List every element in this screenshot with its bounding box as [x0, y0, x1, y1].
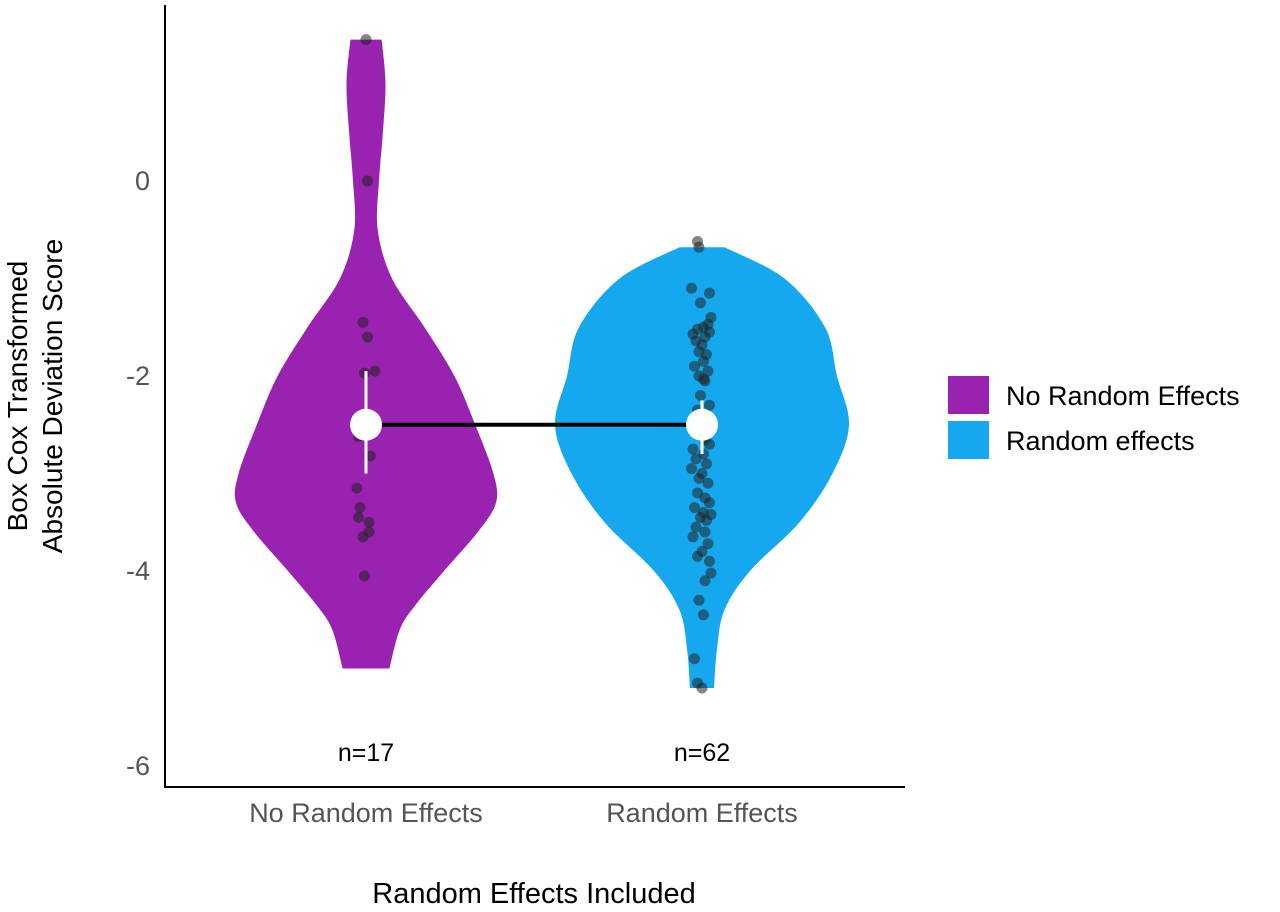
data-point [692, 550, 703, 562]
data-point [689, 653, 700, 665]
data-point [704, 497, 715, 509]
n-label-random: n=62 [674, 739, 730, 767]
n-label-no-random: n=17 [338, 739, 394, 767]
y-axis-title-line-1: Box Cox Transformed [2, 261, 33, 532]
data-point [693, 594, 705, 606]
data-point [689, 502, 700, 514]
legend-label-random: Random effects [1006, 426, 1195, 456]
data-point [699, 526, 711, 538]
x-axis-title: Random Effects Included [372, 878, 696, 910]
data-point [357, 316, 369, 328]
y-tick-label: -6 [126, 751, 150, 781]
x-tick-label-random: Random Effects [606, 798, 798, 828]
data-point [702, 477, 714, 489]
y-tick-labels: 0 -2 -4 -6 [126, 166, 150, 781]
violin-no-random-effects [234, 39, 498, 669]
data-point [705, 567, 717, 579]
legend-label-no-random: No Random Effects [1006, 381, 1240, 411]
means-layer [350, 371, 718, 474]
data-point [357, 531, 369, 543]
data-point [363, 516, 375, 528]
y-tick-label: -2 [126, 361, 150, 391]
legend-swatch-no-random [948, 376, 989, 414]
data-point [690, 453, 702, 465]
data-point [699, 575, 711, 587]
x-tick-label-no-random: No Random Effects [249, 798, 483, 828]
data-point [698, 355, 709, 367]
data-point [690, 521, 702, 533]
legend: No Random Effects Random effects [948, 376, 1240, 459]
data-point [704, 438, 715, 450]
data-point [369, 365, 381, 377]
data-point [701, 458, 712, 470]
data-point [689, 360, 700, 372]
data-point [695, 390, 706, 401]
data-point [686, 463, 697, 475]
data-point [698, 609, 709, 621]
y-axis-title-line-2: Absolute Deviation Score [37, 239, 68, 553]
data-point [365, 450, 376, 462]
data-point [693, 472, 705, 484]
data-point [701, 514, 712, 526]
data-point [362, 331, 373, 343]
data-point [693, 241, 705, 253]
legend-swatch-random [948, 421, 989, 459]
y-tick-label: -4 [126, 556, 150, 586]
data-point [696, 682, 708, 694]
data-point [351, 482, 363, 494]
data-point [704, 399, 715, 411]
data-point [359, 570, 370, 582]
data-point [362, 175, 373, 187]
violin-random-effects [554, 247, 850, 689]
data-point [704, 555, 715, 567]
y-tick-label: 0 [135, 166, 150, 196]
data-point [353, 511, 364, 523]
data-point [687, 443, 699, 455]
data-point [687, 531, 699, 543]
data-point [686, 282, 697, 294]
data-point [695, 297, 706, 309]
data-point [702, 538, 714, 550]
mean-marker [350, 408, 382, 441]
data-point [704, 287, 715, 299]
data-point [699, 375, 711, 387]
data-point [360, 34, 372, 46]
violins-layer [234, 39, 850, 689]
mean-marker [686, 408, 718, 441]
data-point [354, 502, 366, 514]
